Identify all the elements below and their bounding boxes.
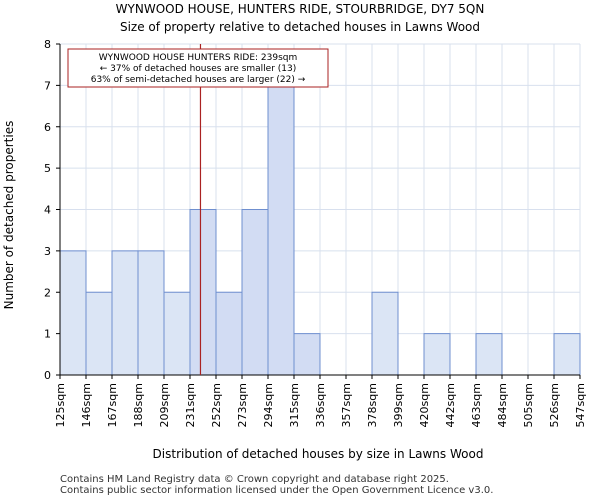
- axes-layer: 0 1 2 3 4 5 6 7 8 125sqm 146sqm 167sqm 188sqm 209sqm 2…: [44, 38, 587, 427]
- histogram-bar: [85, 291, 113, 376]
- x-tick-label: 484sqm: [496, 383, 509, 427]
- histogram-bar: [475, 333, 503, 376]
- annotation-line-1: WYNWOOD HOUSE HUNTERS RIDE: 239sqm: [99, 53, 298, 63]
- y-tick-label: 2: [44, 286, 51, 299]
- y-tick-label: 4: [44, 204, 51, 217]
- x-tick-label: 209sqm: [158, 383, 171, 427]
- footer-line-2: Contains public sector information licen…: [60, 485, 494, 496]
- annotation-line-2: ← 37% of detached houses are smaller (13…: [100, 64, 297, 74]
- x-tick-label: 294sqm: [262, 383, 275, 427]
- annotation-box: WYNWOOD HOUSE HUNTERS RIDE: 239sqm ← 37%…: [67, 48, 329, 88]
- y-tick-label: 5: [44, 162, 51, 175]
- x-tick-label: 547sqm: [574, 383, 587, 427]
- x-tick-label: 357sqm: [340, 383, 353, 427]
- chart-subtitle: Size of property relative to detached ho…: [120, 20, 480, 34]
- histogram-bar: [59, 250, 87, 376]
- x-tick-label: 231sqm: [184, 383, 197, 427]
- bars-layer: [59, 84, 581, 376]
- histogram-bar: [553, 333, 581, 376]
- y-tick-label: 3: [44, 245, 51, 258]
- histogram-bar: [137, 250, 165, 376]
- x-tick-label: 315sqm: [288, 383, 301, 427]
- x-tick-label: 125sqm: [54, 383, 67, 427]
- x-tick-label: 252sqm: [210, 383, 223, 427]
- footer-line-1: Contains HM Land Registry data © Crown c…: [60, 474, 449, 485]
- x-tick-label: 146sqm: [80, 383, 93, 427]
- y-tick-label: 0: [44, 369, 51, 382]
- annotation-line-3: 63% of semi-detached houses are larger (…: [91, 75, 306, 85]
- x-tick-label: 273sqm: [236, 383, 249, 427]
- y-tick-label: 1: [44, 328, 51, 341]
- histogram-bar: [241, 209, 269, 376]
- x-tick-label: 399sqm: [392, 383, 405, 427]
- x-tick-label: 420sqm: [418, 383, 431, 427]
- y-tick-label: 7: [44, 79, 51, 92]
- x-tick-label: 336sqm: [314, 383, 327, 427]
- histogram-bar: [423, 333, 451, 376]
- x-tick-label: 526sqm: [548, 383, 561, 427]
- y-tick-label: 6: [44, 121, 51, 134]
- histogram-bar: [163, 291, 191, 376]
- x-tick-label: 167sqm: [106, 383, 119, 427]
- y-tick-label: 8: [44, 38, 51, 51]
- histogram-bar: [215, 291, 243, 376]
- x-tick-label: 463sqm: [470, 383, 483, 427]
- x-tick-label: 188sqm: [132, 383, 145, 427]
- x-tick-label: 442sqm: [444, 383, 457, 427]
- x-tick-label: 505sqm: [522, 383, 535, 427]
- chart-title: WYNWOOD HOUSE, HUNTERS RIDE, STOURBRIDGE…: [116, 2, 485, 16]
- x-axis-label: Distribution of detached houses by size …: [153, 447, 484, 461]
- histogram-bar: [371, 291, 399, 376]
- histogram-bar: [267, 84, 295, 376]
- annotation-rect: [67, 48, 329, 88]
- y-axis-label: Number of detached properties: [2, 121, 16, 310]
- histogram-bar: [293, 333, 321, 376]
- x-tick-label: 378sqm: [366, 383, 379, 427]
- histogram-bar: [111, 250, 139, 376]
- histogram-bar: [189, 209, 217, 376]
